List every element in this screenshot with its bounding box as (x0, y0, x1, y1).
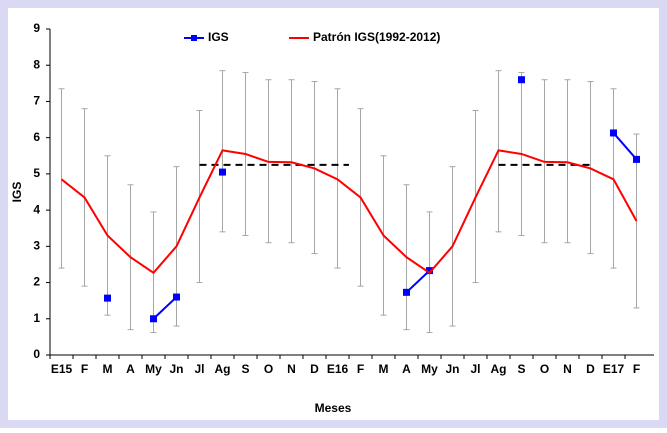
series-line (60, 149, 638, 275)
x-tick-label: A (402, 362, 411, 376)
x-tick-label: Jn (445, 362, 459, 376)
x-tick-label: M (379, 362, 389, 376)
legend-label: Patrón IGS(1992-2012) (313, 30, 440, 44)
x-tick-label: D (586, 362, 595, 376)
panel (8, 8, 659, 420)
x-tick-label: E16 (327, 362, 349, 376)
x-tick-label: My (145, 362, 162, 376)
y-tick-label: 4 (33, 202, 40, 216)
legend-marker (191, 35, 197, 41)
x-tick-label: Ag (215, 362, 231, 376)
x-axis-title: Meses (315, 401, 352, 415)
y-tick-label: 0 (33, 347, 40, 361)
y-tick-label: 6 (33, 130, 40, 144)
point-marker (426, 267, 433, 275)
x-tick-label: S (241, 362, 249, 376)
point-marker (104, 294, 111, 302)
x-tick-label: N (563, 362, 572, 376)
x-tick-label: O (540, 362, 549, 376)
x-tick-label: F (81, 362, 88, 376)
x-tick-label: My (421, 362, 438, 376)
point-marker (633, 155, 640, 163)
x-tick-label: Ag (491, 362, 507, 376)
point-marker (403, 288, 410, 296)
point-marker (518, 76, 525, 84)
y-tick-label: 7 (33, 94, 40, 108)
legend-label: IGS (208, 30, 229, 44)
x-tick-label: S (517, 362, 525, 376)
x-tick-label: A (126, 362, 135, 376)
y-tick-label: 9 (33, 21, 40, 35)
x-tick-label: O (264, 362, 273, 376)
x-tick-label: M (103, 362, 113, 376)
point-marker (150, 315, 157, 323)
point-marker (610, 129, 617, 137)
y-tick-label: 5 (33, 166, 40, 180)
point-marker (219, 168, 226, 176)
x-tick-label: F (357, 362, 364, 376)
x-tick-label: N (287, 362, 296, 376)
x-tick-label: Jl (470, 362, 480, 376)
y-tick-label: 2 (33, 275, 40, 289)
y-tick-label: 3 (33, 239, 40, 253)
y-tick-label: 8 (33, 57, 40, 71)
series-line (152, 132, 638, 320)
y-axis-title: IGS (10, 182, 24, 203)
x-tick-label: Jn (169, 362, 183, 376)
x-tick-label: F (633, 362, 640, 376)
x-tick-label: E17 (603, 362, 625, 376)
x-tick-label: Jl (194, 362, 204, 376)
x-tick-label: E15 (51, 362, 73, 376)
y-tick-label: 1 (33, 311, 40, 325)
x-tick-label: D (310, 362, 319, 376)
point-marker (173, 293, 180, 301)
